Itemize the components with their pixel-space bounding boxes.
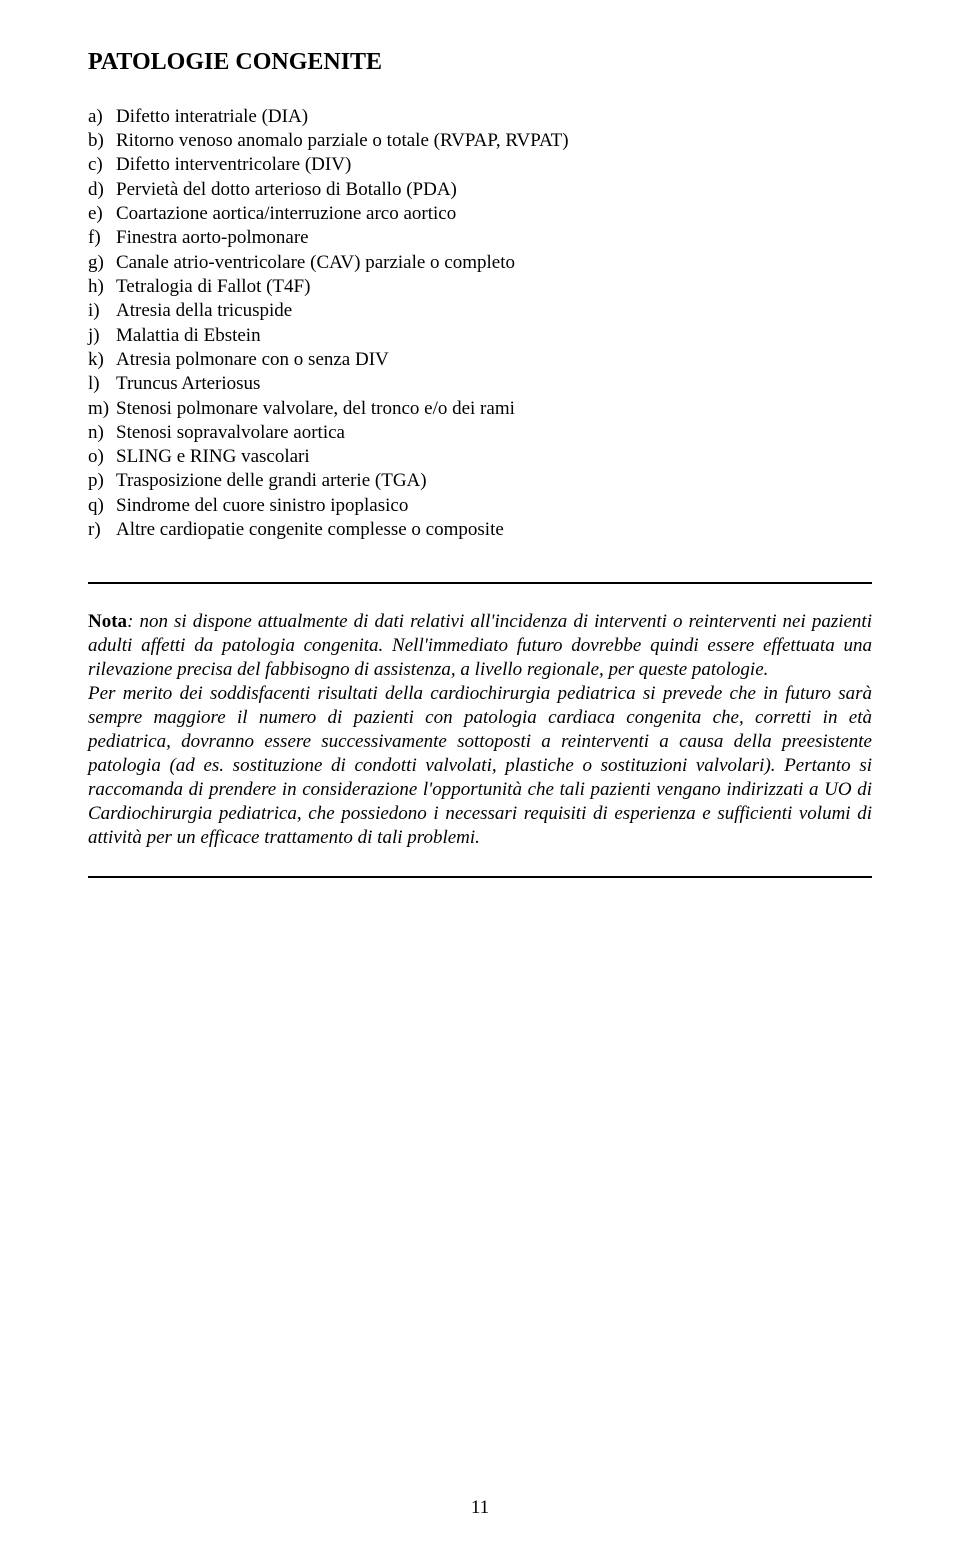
list-marker: a)	[88, 105, 116, 129]
list-text: Stenosi polmonare valvolare, del tronco …	[116, 397, 872, 421]
list-text: Trasposizione delle grandi arterie (TGA)	[116, 469, 872, 493]
pathology-list: a) Difetto interatriale (DIA) b) Ritorno…	[88, 105, 872, 543]
list-marker: i)	[88, 299, 116, 323]
list-text: Finestra aorto-polmonare	[116, 226, 872, 250]
note-paragraph-1: Nota: non si dispone attualmente di dati…	[88, 610, 872, 682]
list-item: i) Atresia della tricuspide	[88, 299, 872, 323]
list-text: Difetto interatriale (DIA)	[116, 105, 872, 129]
list-text: Sindrome del cuore sinistro ipoplasico	[116, 494, 872, 518]
list-item: g) Canale atrio-ventricolare (CAV) parzi…	[88, 251, 872, 275]
note-label: Nota	[88, 611, 127, 632]
list-item: l) Truncus Arteriosus	[88, 372, 872, 396]
page-number: 11	[0, 1497, 960, 1519]
list-text: Canale atrio-ventricolare (CAV) parziale…	[116, 251, 872, 275]
list-item: p) Trasposizione delle grandi arterie (T…	[88, 469, 872, 493]
note-section: Nota: non si dispone attualmente di dati…	[88, 610, 872, 849]
list-text: Stenosi sopravalvolare aortica	[116, 421, 872, 445]
list-item: b) Ritorno venoso anomalo parziale o tot…	[88, 129, 872, 153]
list-text: Pervietà del dotto arterioso di Botallo …	[116, 178, 872, 202]
page: PATOLOGIE CONGENITE a) Difetto interatri…	[0, 0, 960, 1553]
list-text: Coartazione aortica/interruzione arco ao…	[116, 202, 872, 226]
note-paragraph-2: Per merito dei soddisfacenti risultati d…	[88, 682, 872, 850]
list-text: Altre cardiopatie congenite complesse o …	[116, 518, 872, 542]
list-marker: c)	[88, 153, 116, 177]
list-marker: e)	[88, 202, 116, 226]
list-item: m) Stenosi polmonare valvolare, del tron…	[88, 397, 872, 421]
list-text: Ritorno venoso anomalo parziale o totale…	[116, 129, 872, 153]
list-item: d) Pervietà del dotto arterioso di Botal…	[88, 178, 872, 202]
list-marker: n)	[88, 421, 116, 445]
list-marker: l)	[88, 372, 116, 396]
list-marker: r)	[88, 518, 116, 542]
list-item: h) Tetralogia di Fallot (T4F)	[88, 275, 872, 299]
list-text: Atresia polmonare con o senza DIV	[116, 348, 872, 372]
list-text: Malattia di Ebstein	[116, 324, 872, 348]
list-marker: g)	[88, 251, 116, 275]
divider-bottom	[88, 876, 872, 878]
list-text: Truncus Arteriosus	[116, 372, 872, 396]
note-text-1: : non si dispone attualmente di dati rel…	[88, 611, 872, 680]
list-item: n) Stenosi sopravalvolare aortica	[88, 421, 872, 445]
page-title: PATOLOGIE CONGENITE	[88, 48, 872, 77]
list-text: SLING e RING vascolari	[116, 445, 872, 469]
list-text: Atresia della tricuspide	[116, 299, 872, 323]
list-item: f) Finestra aorto-polmonare	[88, 226, 872, 250]
divider-top	[88, 582, 872, 584]
list-marker: f)	[88, 226, 116, 250]
list-text: Tetralogia di Fallot (T4F)	[116, 275, 872, 299]
list-marker: o)	[88, 445, 116, 469]
list-item: k) Atresia polmonare con o senza DIV	[88, 348, 872, 372]
list-item: c) Difetto interventricolare (DIV)	[88, 153, 872, 177]
list-marker: m)	[88, 397, 116, 421]
list-item: j) Malattia di Ebstein	[88, 324, 872, 348]
list-marker: k)	[88, 348, 116, 372]
list-item: o) SLING e RING vascolari	[88, 445, 872, 469]
list-item: e) Coartazione aortica/interruzione arco…	[88, 202, 872, 226]
list-marker: p)	[88, 469, 116, 493]
list-marker: h)	[88, 275, 116, 299]
list-marker: q)	[88, 494, 116, 518]
list-marker: j)	[88, 324, 116, 348]
list-marker: b)	[88, 129, 116, 153]
list-text: Difetto interventricolare (DIV)	[116, 153, 872, 177]
list-item: a) Difetto interatriale (DIA)	[88, 105, 872, 129]
list-item: r) Altre cardiopatie congenite complesse…	[88, 518, 872, 542]
list-marker: d)	[88, 178, 116, 202]
list-item: q) Sindrome del cuore sinistro ipoplasic…	[88, 494, 872, 518]
